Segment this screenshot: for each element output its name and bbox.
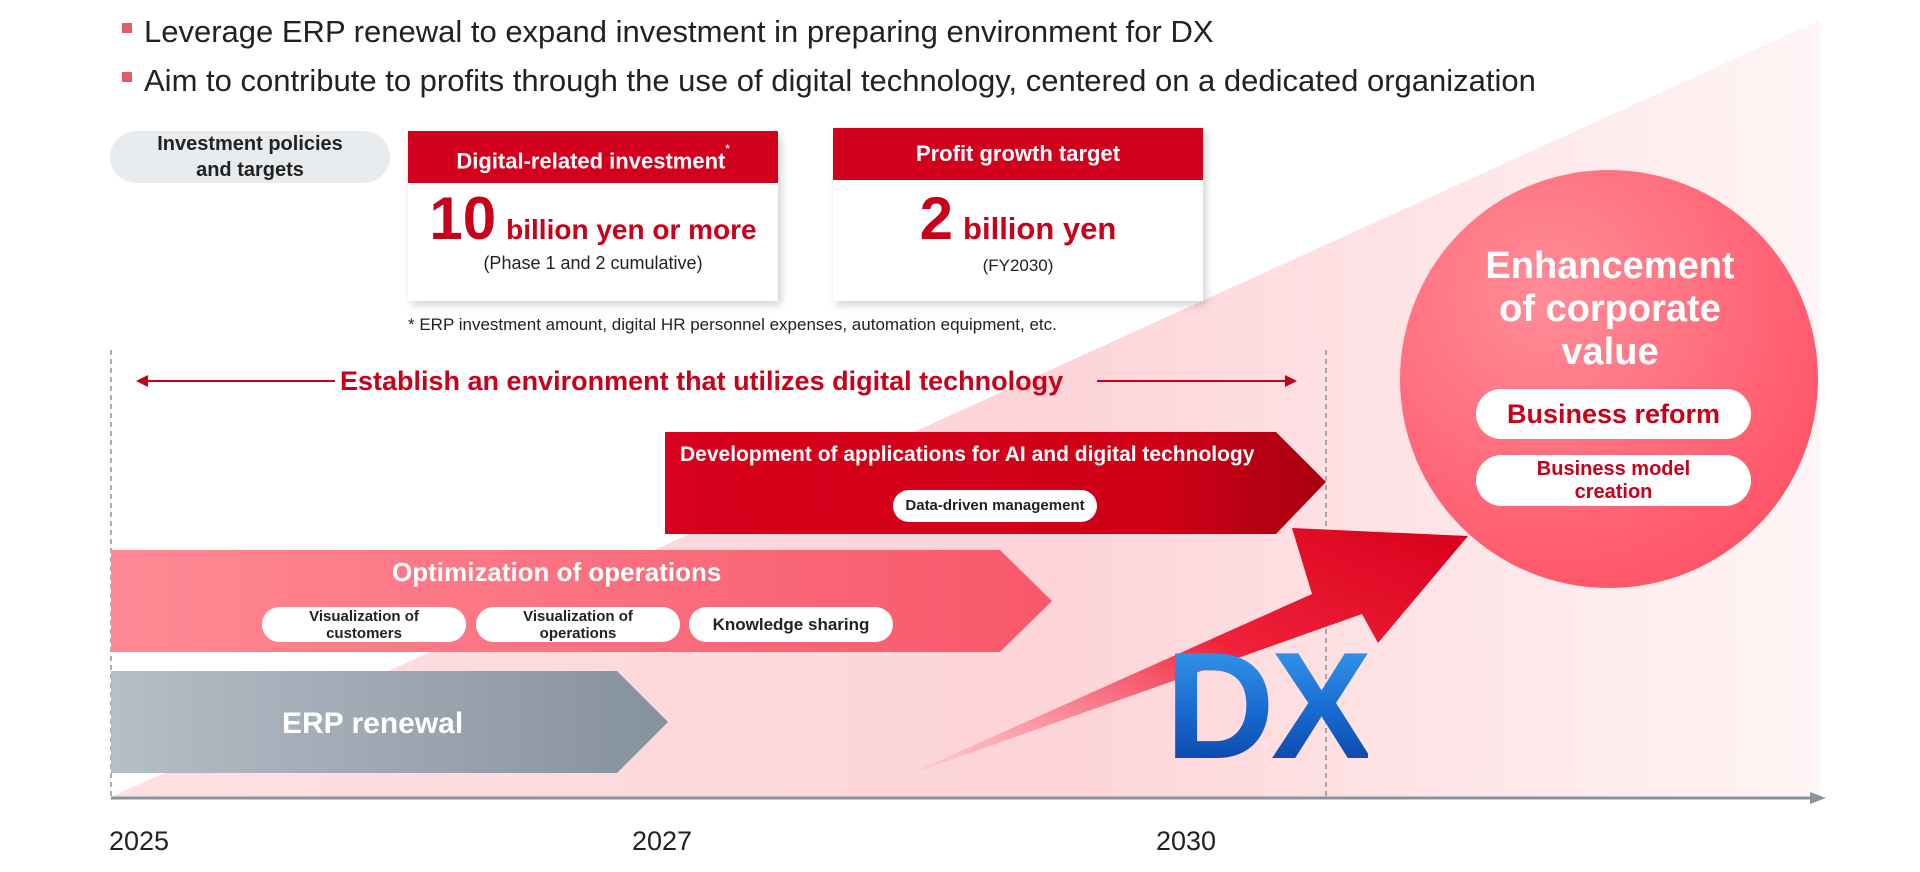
bullet-line-2: Aim to contribute to profits through the… [122,63,1536,99]
profit-number: 2 [919,185,954,252]
investment-value: 10 billion yen or more [408,189,778,249]
investment-header-text: Digital-related investment [456,148,726,174]
investment-note: (Phase 1 and 2 cumulative) [483,253,703,273]
erp-bar-label: ERP renewal [282,707,464,740]
profit-note: (FY2030) [982,256,1054,275]
bullet-text-1: Leverage ERP renewal to expand investmen… [144,14,1214,49]
business-reform-pill: Business reform [1476,389,1751,439]
profit-value: 2 billion yen [833,188,1203,250]
investment-policies-pill: Investment policies and targets [110,131,390,183]
policy-pill-line-2: and targets [196,159,304,181]
profit-box: Profit growth target 2 billion yen (FY203… [833,128,1203,301]
circle-title-line-1: Enhancement [1485,245,1735,287]
data-driven-management-pill: Data-driven management [893,490,1097,522]
investment-number: 10 [429,185,497,252]
investment-unit: billion yen or more [506,214,757,245]
env-arrowhead-left [136,375,148,387]
ai-bar-label: Development of applications for AI and d… [680,443,1255,466]
business-model-line-1: Business model [1536,458,1691,480]
ai-bar-shape [665,432,1326,534]
bullet-text-2: Aim to contribute to profits through the… [144,63,1536,98]
investment-header-mark: * [725,143,730,155]
visualization-operations-line-1: Visualization of [523,608,633,625]
circle-title: Enhancement of corporate value [1440,245,1780,374]
visualization-operations-pill: Visualization of operations [476,607,680,642]
bullet-square-icon [122,22,132,33]
profit-unit: billion yen [963,211,1117,246]
visualization-customers-pill: Visualization of customers [262,607,466,642]
visualization-customers-line-1: Visualization of [309,608,419,625]
value-circle [1400,170,1818,588]
visualization-customers-line-2: customers [326,625,402,642]
timeline-arrowhead [1810,792,1826,804]
year-2030: 2030 [1156,826,1217,856]
env-arrowhead-right [1285,375,1297,387]
environment-label: Establish an environment that utilizes d… [340,366,1064,396]
visualization-operations-line-2: operations [539,625,617,642]
dx-logo: DX [1165,621,1372,791]
optimization-bar-label: Optimization of operations [392,557,722,587]
bullet-square-icon [122,71,132,82]
footnote: * ERP investment amount, digital HR pers… [408,315,1057,334]
circle-title-line-3: value [1561,331,1659,373]
business-model-creation-pill: Business model creation [1476,455,1751,506]
knowledge-sharing-pill: Knowledge sharing [689,607,893,642]
year-2025: 2025 [109,826,170,856]
investment-box: Digital-related investment* 10 billion ye… [408,131,778,301]
profit-box-header: Profit growth target [833,128,1203,180]
business-model-line-2: creation [1574,481,1653,503]
bullet-line-1: Leverage ERP renewal to expand investmen… [122,14,1214,50]
policy-pill-line-1: Investment policies [157,133,343,155]
investment-box-header: Digital-related investment* [408,131,778,183]
circle-title-line-2: of corporate [1499,288,1721,330]
growth-arrow [905,528,1468,776]
erp-bar-shape [111,671,668,773]
year-2027: 2027 [632,826,693,856]
